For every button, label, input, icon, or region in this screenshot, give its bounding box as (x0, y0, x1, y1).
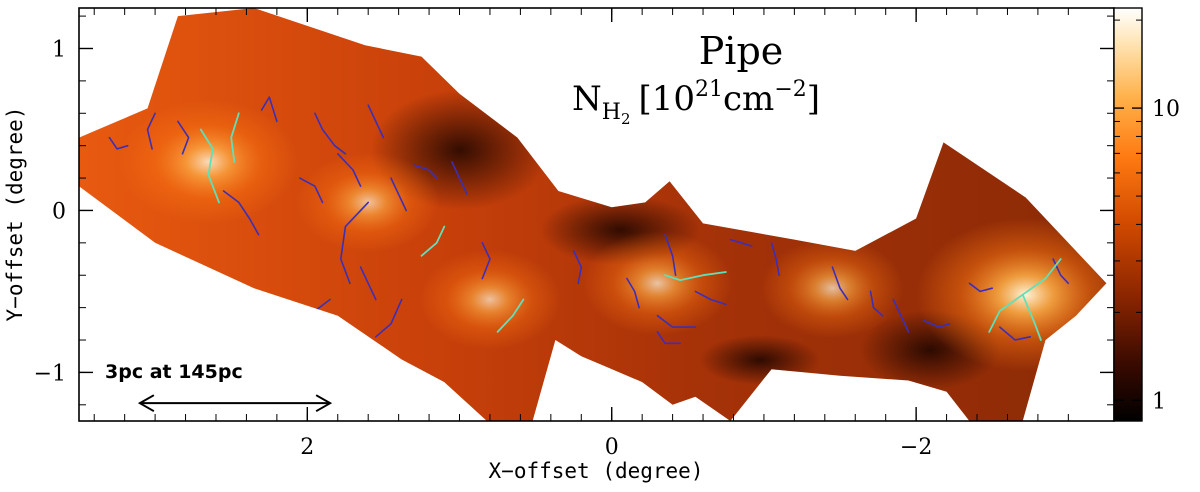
x-tick-label: 0 (605, 435, 619, 460)
filament-skeleton-segment (892, 298, 910, 333)
filament-highlights (199, 112, 1062, 341)
symbol-h-sub: H (602, 100, 621, 125)
filament-skeleton-segment (108, 136, 129, 150)
filament-skeleton-segment (359, 266, 377, 301)
filament-skeleton-segment (298, 177, 324, 204)
y-axis-ticks: 1 0 −1 (34, 37, 1114, 386)
filament-skeleton-segment (451, 161, 468, 196)
unit-open: [10 (638, 79, 695, 119)
unit-exp2: −2 (774, 77, 806, 102)
x-axis-title: X−offset (degree) (489, 459, 704, 483)
colorbar-tick-label: 10 (1152, 97, 1180, 122)
colorbar-tick-label: 1 (1152, 389, 1166, 414)
dark-lane (700, 335, 820, 385)
filament-skeleton-segment (968, 282, 993, 293)
colorbar (1113, 7, 1143, 422)
filament-skeleton-segment (922, 319, 951, 328)
filament-skeleton-segment (390, 177, 407, 212)
filament-skeleton-segment (729, 238, 753, 247)
filament-skeleton-segment (375, 298, 403, 338)
filament-skeleton-segment (831, 266, 849, 301)
filament-highlight-segment (230, 112, 240, 163)
x-tick-label: 2 (300, 435, 314, 460)
scale-bar-arrowhead-right (315, 394, 333, 413)
filament-highlight-segment (664, 271, 727, 281)
density-map (79, 8, 1107, 421)
filament-skeleton-segment (656, 331, 681, 345)
symbol-2-subsub: 2 (621, 110, 631, 128)
y-axis-title: Y−offset (degree) (3, 107, 27, 322)
x-axis-ticks: 2 0 −2 (300, 8, 932, 460)
filament-highlight-segment (1021, 293, 1042, 341)
unit-exp: 21 (695, 77, 723, 102)
filament-highlight-segment (1021, 258, 1062, 296)
symbol-n: N (572, 79, 602, 119)
filament-skeleton-segment (481, 242, 491, 280)
dense-clump (582, 230, 733, 336)
y-tick-label: −1 (34, 361, 66, 386)
filament-skeleton-segment (177, 120, 190, 155)
filament-skeleton-segment (260, 96, 278, 123)
unit-mid: cm (723, 79, 774, 119)
filament-highlight-segment (420, 225, 446, 257)
filament-skeleton-segment (340, 201, 369, 285)
dense-clump (915, 217, 1107, 372)
y-tick-label: 1 (52, 37, 66, 62)
dense-clump (760, 238, 904, 339)
filament-skeleton-segment (869, 290, 884, 317)
filament-skeleton-segment (413, 164, 438, 179)
filament-highlight-segment (988, 293, 1024, 333)
scale-bar-arrowhead-left (137, 394, 155, 413)
filament-skeleton-segment (694, 290, 727, 306)
filament-skeleton-segment (146, 112, 156, 150)
colorbar-label: NH2 [1021cm−2] (572, 77, 820, 128)
filament-skeleton-segment (314, 112, 347, 155)
filament-highlight-segment (496, 298, 525, 333)
filament-skeleton-segment (770, 242, 780, 276)
filament-skeleton-segment (656, 314, 697, 328)
filament-skeleton-segment (572, 250, 583, 285)
filament-skeleton-segment (626, 277, 640, 309)
filament-skeleton-segment (222, 190, 260, 236)
scale-bar-arrow (137, 394, 333, 413)
dense-clump (119, 99, 298, 225)
dense-clump (418, 249, 562, 350)
colorbar-ticks: 1 10 (1114, 19, 1180, 414)
x-tick-label: −2 (900, 435, 932, 460)
map-title: Pipe (699, 29, 784, 73)
filament-skeleton-segment (664, 233, 677, 276)
filament-highlight-segment (199, 128, 220, 204)
unit-close: ] (807, 79, 820, 119)
filament-skeleton-segment (367, 104, 385, 139)
scale-bar-label: 3pc at 145pc (105, 361, 243, 383)
filament-skeleton-segment (337, 153, 362, 187)
filament-skeleton-segment (999, 326, 1032, 341)
y-tick-label: 0 (52, 199, 66, 224)
